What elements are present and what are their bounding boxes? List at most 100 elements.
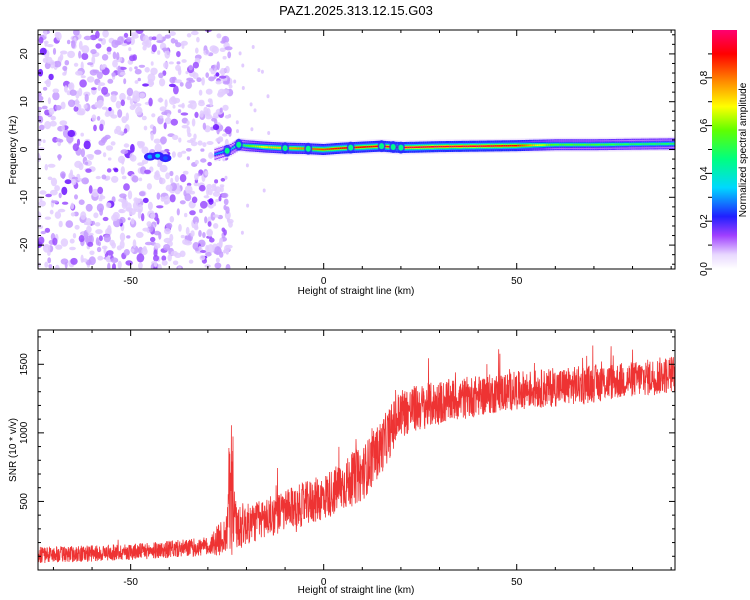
noise-blob [117,155,126,164]
noise-blob [129,55,136,62]
noise-blob [202,232,206,238]
noise-blob [121,175,127,180]
noise-blob [139,92,146,98]
noise-blob [176,61,181,65]
noise-blob [225,264,231,269]
signal-cell [621,143,625,146]
signal-cell [262,146,265,148]
noise-blob [161,260,168,266]
noise-blob [209,237,215,243]
noise-blob [110,114,118,119]
signal-cell [247,145,250,147]
noise-blob [57,208,66,213]
noise-blob [179,200,186,205]
noise-blob [164,227,171,235]
signal-cell [214,153,217,156]
signal-cell [407,146,410,149]
noise-blob [136,231,144,238]
noise-blob [159,106,167,112]
noise-blob [205,113,213,120]
noise-blob [182,170,189,175]
noise-blob [84,161,89,165]
y-tick-label: 0 [19,146,30,152]
signal-band [214,136,675,162]
noise-blob [250,127,254,132]
noise-blob [119,216,126,224]
noise-blob [131,175,139,183]
noise-blob [166,113,171,118]
noise-blob [76,138,81,146]
noise-blob [191,118,196,127]
noise-blob [249,102,253,107]
noise-blob [205,72,209,78]
noise-blob [207,161,212,167]
noise-blob [207,229,213,237]
signal-cell [260,146,264,148]
noise-blob [130,32,139,37]
noise-blob [224,175,228,180]
noise-blob [115,100,122,109]
noise-blob [194,173,199,181]
noise-blob [85,168,92,173]
noise-blob [69,238,75,244]
noise-blob [200,250,207,253]
noise-blob [228,113,232,118]
signal-cell [442,145,445,148]
noise-blob [236,129,239,134]
noise-blob [78,50,82,59]
signal-cell [297,147,300,150]
y-tick-label: 20 [19,48,30,60]
signal-cell [419,146,422,148]
signal-cell [637,143,640,145]
noise-blob [107,262,111,269]
noise-blob [123,78,127,85]
noise-blob [86,76,95,83]
noise-blob [83,104,88,109]
noise-blob [41,105,48,110]
noise-blob [200,148,205,152]
noise-blob [168,61,174,65]
signal-cell [428,146,432,148]
noise-blob [216,61,220,71]
signal-cell [644,143,648,145]
noise-blob [245,163,249,168]
noise-blob [152,125,157,135]
signal-cell [440,145,443,148]
noise-blob [181,150,187,154]
noise-blob [93,212,99,219]
noise-blob [49,120,57,127]
noise-blob [58,138,64,143]
signal-cell [482,145,486,147]
signal-cell [451,145,455,148]
noise-blob [189,210,196,216]
signal-cell [525,144,528,147]
noise-blob [223,249,227,254]
noise-blob [105,145,114,151]
noise-blob [262,188,266,193]
noise-blob [96,246,102,253]
noise-blob [61,124,65,132]
noise-blob [151,113,156,118]
noise-blob [207,221,212,227]
noise-blob [257,68,261,73]
noise-blob [70,212,76,217]
signal-cell [648,143,652,145]
noise-blob [66,39,71,45]
noise-blob [156,40,164,44]
signal-cell [438,145,441,148]
noise-blob [138,191,146,197]
signal-cell [583,143,586,146]
signal-cell [370,145,374,148]
noise-blob [92,69,100,74]
noise-blob [112,263,116,269]
signal-cell [550,144,553,146]
noise-blob [51,200,59,204]
signal-cell [266,146,269,148]
signal-cell [415,146,418,148]
noise-blob [38,36,44,44]
noise-blob [83,35,92,41]
noise-blob [251,45,255,49]
signal-cell [465,145,468,148]
noise-blob [160,136,167,145]
noise-blob [222,80,230,85]
